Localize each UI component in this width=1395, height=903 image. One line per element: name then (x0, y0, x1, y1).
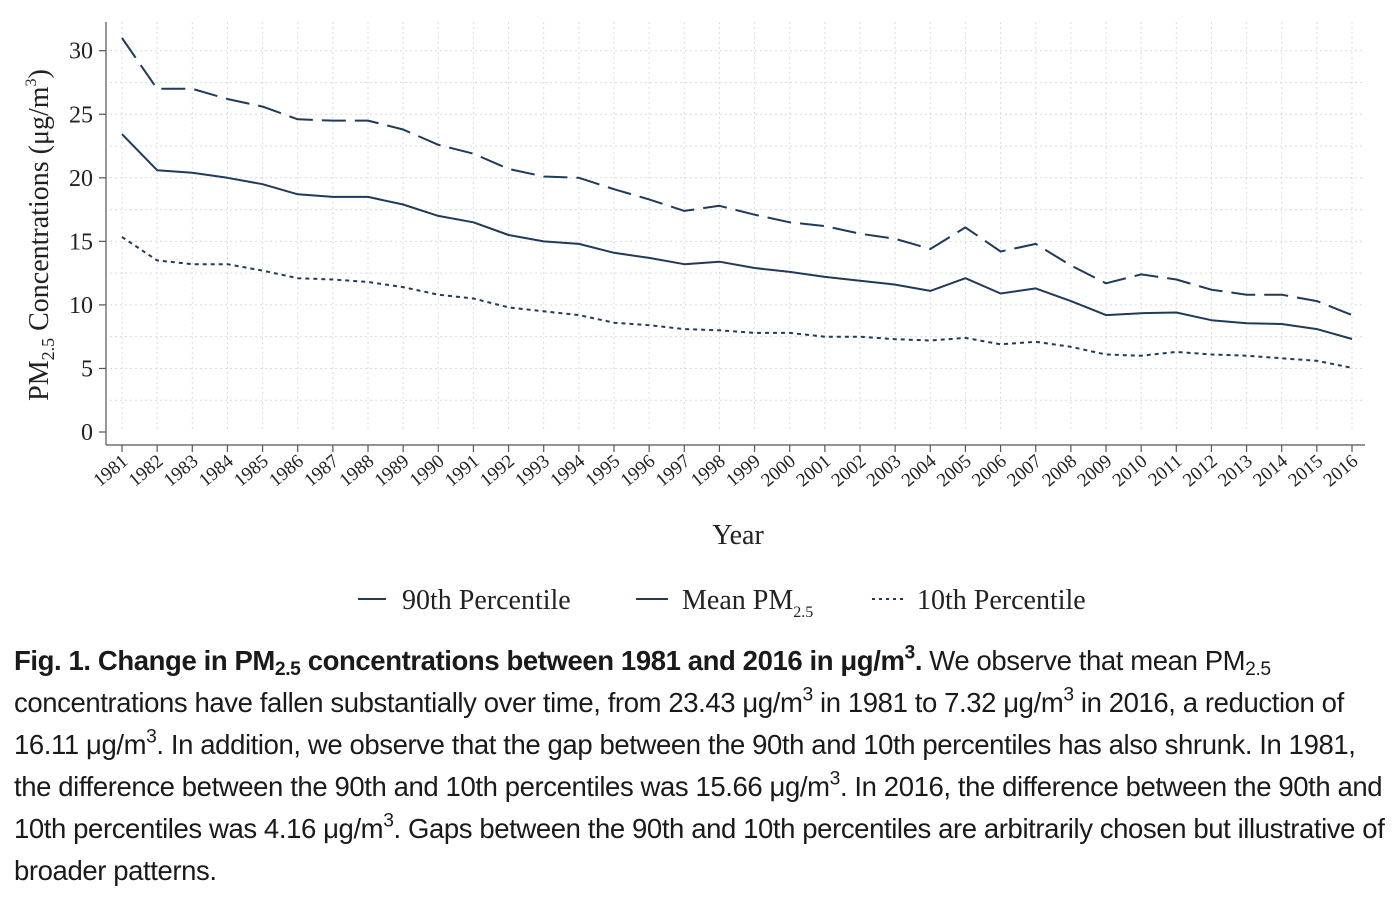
x-tick-label: 2007 (1003, 451, 1046, 492)
x-axis-label: Year (712, 520, 764, 551)
x-tick-label: 1987 (300, 451, 343, 492)
x-tick-label: 1991 (441, 451, 484, 492)
x-tick-label: 2008 (1038, 451, 1081, 492)
x-tick-label: 1994 (546, 450, 589, 491)
y-tick-label: 20 (69, 166, 93, 192)
x-tick-label: 1993 (511, 451, 554, 492)
x-tick-label: 1999 (722, 451, 765, 492)
x-tick-label: 1981 (90, 451, 133, 492)
y-tick-label: 10 (69, 293, 93, 319)
x-tick-label: 2000 (757, 451, 800, 492)
legend-label-90th: 90th Percentile (402, 585, 571, 616)
x-tick-label: 2003 (863, 451, 906, 492)
legend-label-mean: Mean PM2.5 (682, 585, 813, 621)
x-tick-label: 1986 (265, 451, 308, 492)
series-line-90th-percentile (121, 37, 1353, 317)
x-tick-label: 2016 (1320, 451, 1363, 492)
grid-lines (110, 22, 1365, 432)
x-tick-label: 1983 (160, 451, 203, 492)
x-tick-label: 2001 (792, 451, 835, 492)
y-tick-label: 15 (69, 229, 93, 255)
x-tick-label: 1984 (195, 450, 238, 491)
x-tick-label: 2015 (1284, 451, 1327, 492)
axes (99, 22, 1365, 452)
x-tick-label: 1989 (371, 451, 414, 492)
x-tick-label: 1982 (125, 451, 168, 492)
y-tick-label: 25 (69, 102, 93, 128)
y-axis-label: PM2.5 Concentrations (μg/m3) (23, 69, 58, 401)
x-tick-label: 2005 (933, 451, 976, 492)
x-tick-label: 2009 (1074, 451, 1117, 492)
x-tick-label: 1996 (617, 451, 660, 492)
x-tick-label: 2011 (1144, 451, 1186, 491)
x-tick-label: 2006 (968, 451, 1011, 492)
y-tick-label: 0 (81, 420, 93, 446)
x-tick-label: 2010 (1109, 451, 1152, 492)
x-tick-label: 1992 (476, 451, 519, 492)
x-tick-label: 1990 (406, 451, 449, 492)
x-tick-label: 2012 (1179, 451, 1222, 492)
legend-label-10th: 10th Percentile (917, 585, 1086, 616)
caption-title: Fig. 1. Change in PM2.5 concentrations b… (14, 642, 923, 680)
legend: 90th Percentile Mean PM2.5 10th Percenti… (358, 585, 1086, 621)
x-tick-label: 1998 (687, 451, 730, 492)
x-tick-label: 1988 (336, 451, 379, 492)
x-tick-label: 1985 (230, 451, 273, 492)
x-tick-label: 2004 (898, 450, 941, 491)
caption-body: We observe that mean PM2.5 concentration… (14, 645, 1385, 886)
pm25-line-chart: 0 5 10 15 20 25 30 1981198219831984198519861987… (23, 22, 1365, 621)
y-tick-label: 30 (69, 39, 93, 65)
figure-caption: Fig. 1. Change in PM2.5 concentrations b… (14, 640, 1386, 892)
series-line-10th-percentile (121, 236, 1353, 369)
x-tick-label: 2013 (1214, 451, 1257, 492)
x-tick-label: 2014 (1249, 450, 1292, 491)
x-tick-label: 1995 (582, 451, 625, 492)
x-tick-label: 2002 (828, 451, 871, 492)
series-line-mean-pm2-5 (121, 133, 1353, 340)
series-lines (121, 37, 1353, 369)
x-tick-label: 1997 (652, 451, 695, 492)
y-tick-label: 5 (81, 356, 93, 382)
